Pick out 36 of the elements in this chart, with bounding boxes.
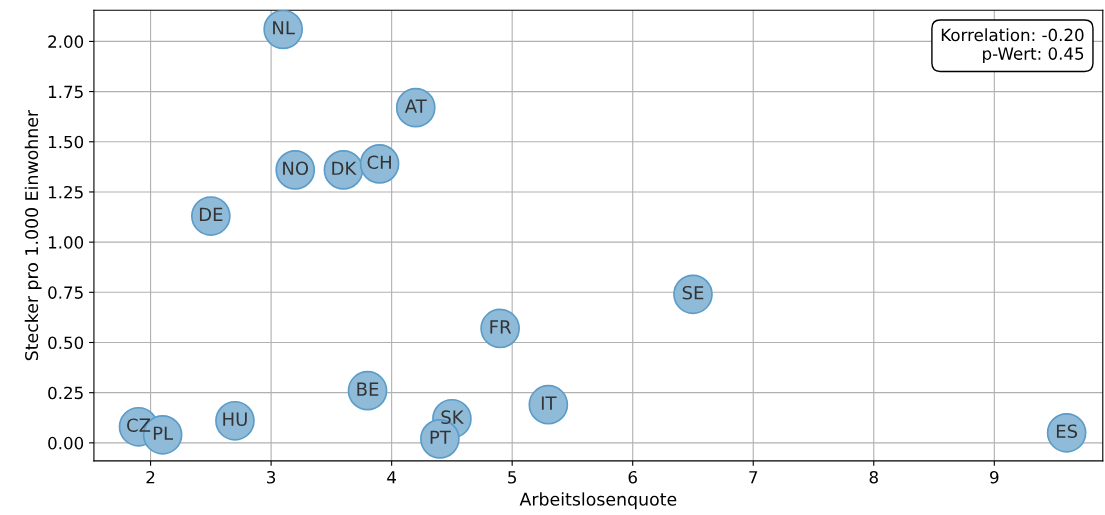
annotation: DE — [199, 207, 223, 222]
annotation: NL — [273, 21, 295, 35]
y-tick-label: 2.00 — [48, 35, 84, 48]
y-tick-label: 0.50 — [48, 336, 84, 350]
x-tick-label: 2 — [146, 470, 155, 484]
x-axis-title: Arbeitslosenquote — [519, 492, 677, 510]
annotation: HU — [223, 412, 247, 427]
annotation: SK — [441, 410, 464, 425]
annotation: ES — [1056, 424, 1078, 439]
x-tick-label: 5 — [508, 471, 517, 484]
y-tick-label: 0.75 — [48, 286, 83, 299]
x-tick-label: 3 — [267, 470, 276, 484]
annotation: CZ — [127, 418, 151, 433]
annotation: IT — [541, 396, 557, 410]
annotation: PT — [430, 430, 451, 444]
annotation: AT — [404, 99, 427, 113]
annotation: DK — [332, 161, 357, 175]
y-tick-label: 0.00 — [48, 436, 84, 450]
annotation: CH — [367, 155, 391, 170]
annotation: PL — [153, 426, 174, 440]
annotation: NO — [283, 161, 309, 176]
annotation: FR — [490, 320, 512, 334]
y-tick-label: 1.75 — [48, 85, 83, 99]
x-tick-label: 7 — [749, 471, 758, 484]
x-tick-label: 9 — [990, 470, 999, 484]
y-tick-label: 1.25 — [48, 185, 83, 199]
x-tick-label: 6 — [628, 470, 637, 484]
y-tick-label: 1.50 — [48, 135, 84, 149]
annotation: SE — [682, 285, 704, 300]
x-tick-label: 8 — [869, 470, 878, 484]
y-tick-label: 1.00 — [48, 236, 84, 249]
x-tick-label: 4 — [387, 471, 397, 484]
annotation: BE — [357, 382, 379, 396]
annotation: Korrelation: -0.20 p-Wert: 0.45 — [941, 28, 1084, 64]
y-axis-title: Stecker pro 1.000 Einwohner — [24, 109, 42, 361]
y-tick-label: 0.25 — [48, 386, 83, 400]
